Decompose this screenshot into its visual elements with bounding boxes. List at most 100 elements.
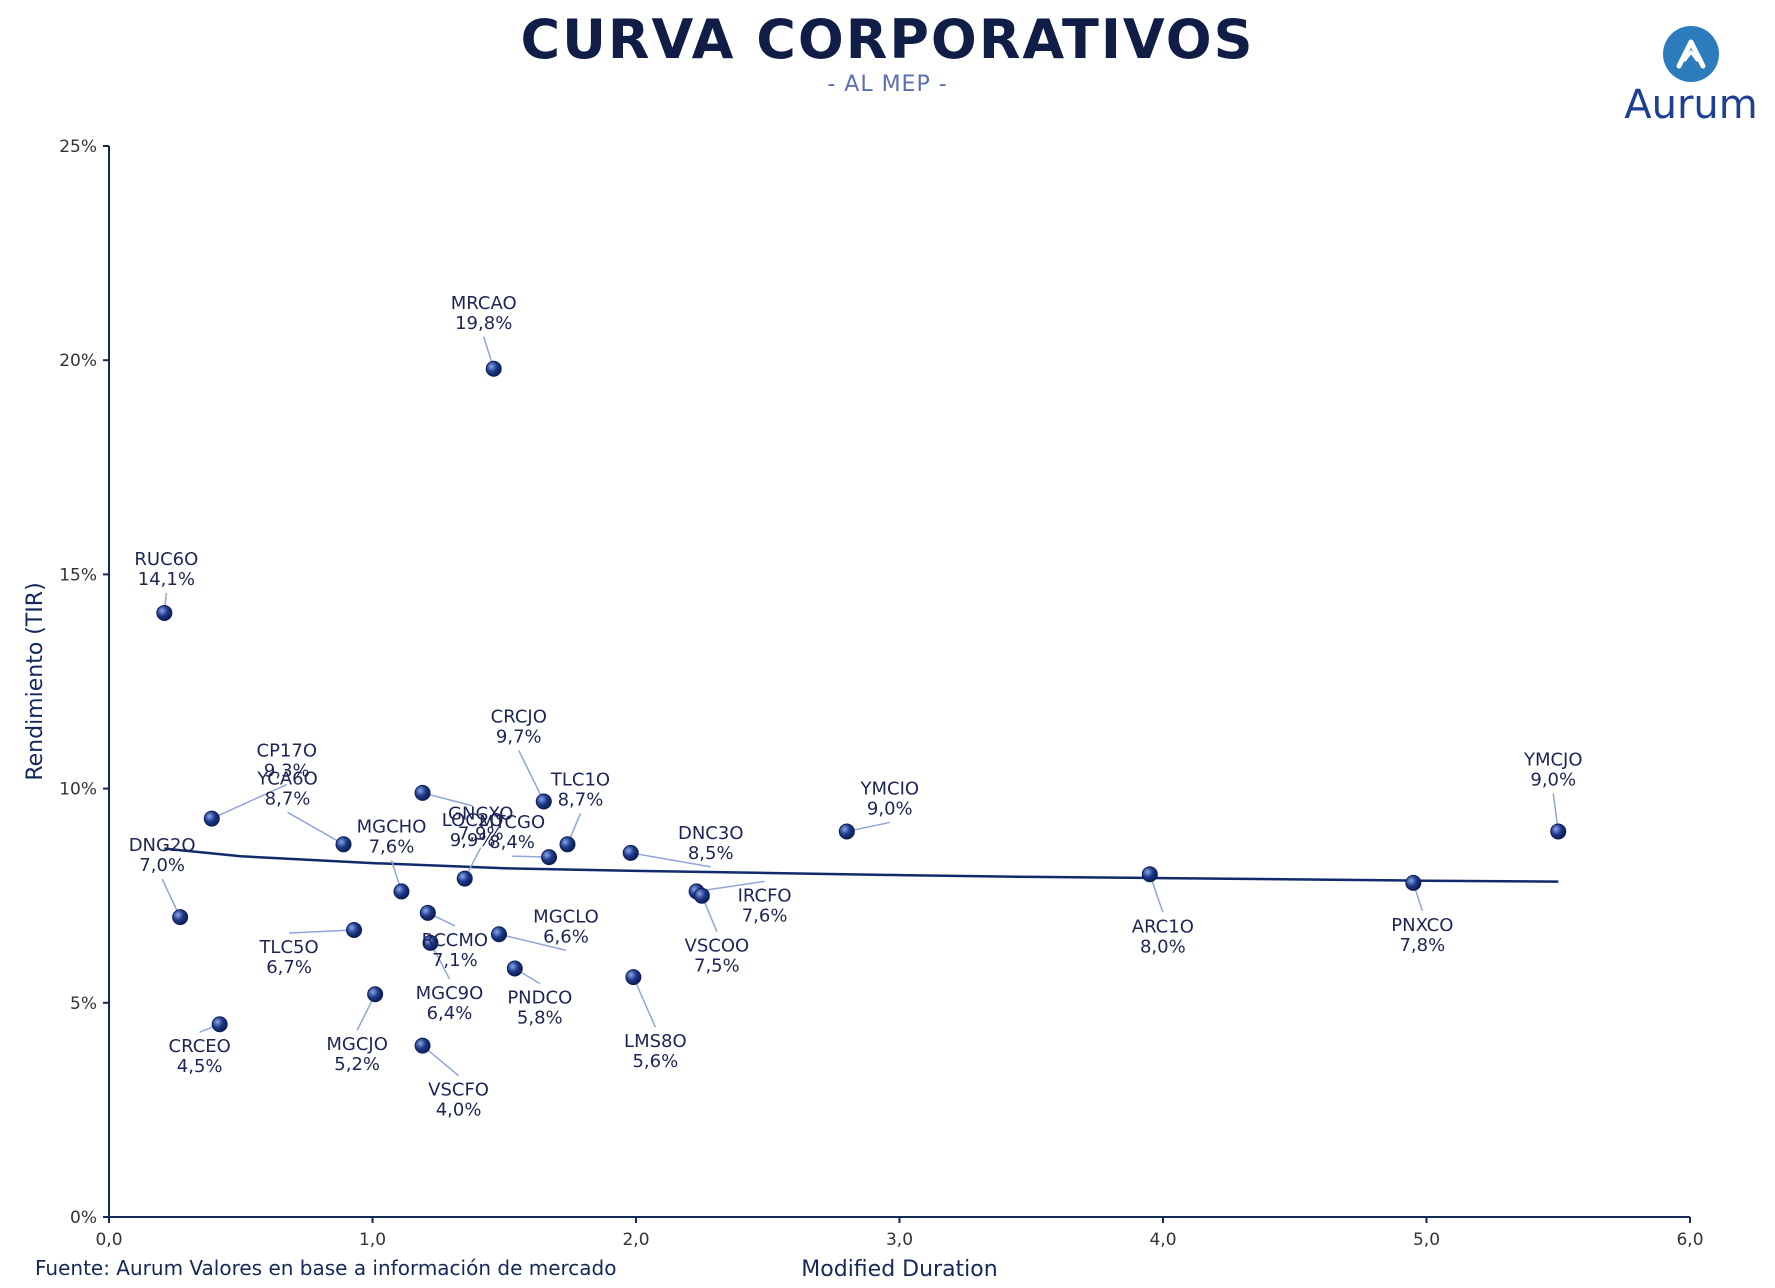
label-name-yca6o: YCA6O: [256, 768, 318, 789]
label-value-mgc9o: 6,4%: [427, 1003, 473, 1024]
x-tick-label: 2,0: [622, 1230, 649, 1250]
label-name-mgcjo: MGCJO: [326, 1034, 388, 1055]
point-vscoo[interactable]: [693, 887, 710, 904]
point-mgcjo[interactable]: [367, 986, 384, 1003]
point-crceo[interactable]: [211, 1016, 228, 1033]
point-dnc3o[interactable]: [622, 844, 639, 861]
point-mtcgo[interactable]: [541, 849, 558, 866]
label-value-gncxo: 7,9%: [458, 824, 504, 845]
label-name-mrcao: MRCAO: [451, 293, 517, 314]
label-value-cp17o: 9,3%: [264, 761, 310, 782]
label-value-mrcao: 19,8%: [455, 313, 512, 334]
point-gncxo[interactable]: [456, 870, 473, 887]
leader-dnc3o: [630, 852, 711, 868]
label-name-vscfo: VSCFO: [428, 1080, 489, 1101]
tick-labels: 0% 5% 10% 15% 20% 25% 0,0 1,0 2,0 3,0 4,0 5,0 6,0: [59, 137, 1703, 1250]
chart-title: CURVA CORPORATIVOS: [520, 8, 1255, 71]
chart-subtitle: - AL MEP -: [827, 72, 948, 97]
x-tick-label: 1,0: [359, 1230, 386, 1250]
point-lms8o[interactable]: [625, 969, 642, 986]
label-value-ymcjo: 9,0%: [1530, 769, 1576, 790]
leader-lms8o: [632, 976, 657, 1028]
label-leaders: [161, 336, 1559, 1077]
leader-mgclo: [498, 933, 567, 951]
x-tick-label: 5,0: [1413, 1230, 1440, 1250]
point-ruc6o[interactable]: [156, 604, 173, 621]
x-axis-title: Modified Duration: [801, 1257, 997, 1282]
point-pndco[interactable]: [506, 960, 523, 977]
x-tick-label: 6,0: [1676, 1230, 1703, 1250]
point-mgclo[interactable]: [490, 926, 507, 943]
y-tick-label: 25%: [59, 137, 97, 157]
point-ymcio[interactable]: [838, 823, 855, 840]
label-value-ruc6o: 14,1%: [138, 569, 195, 590]
label-value-pnxco: 7,8%: [1399, 935, 1445, 956]
label-name-vscoo: VSCOO: [685, 936, 750, 957]
point-tlc5o[interactable]: [346, 921, 363, 938]
point-ymcjo[interactable]: [1550, 823, 1567, 840]
label-name-mgcho: MGCHO: [357, 816, 427, 837]
leader-cp17o: [211, 783, 288, 820]
label-value-yca6o: 8,7%: [265, 788, 311, 809]
point-loc2o[interactable]: [414, 784, 431, 801]
point-arc1o[interactable]: [1141, 866, 1158, 883]
x-tick-label: 3,0: [886, 1230, 913, 1250]
leader-tlc5o: [289, 929, 355, 934]
label-name-loc2o: LOC2O: [442, 810, 504, 831]
label-value-mgclo: 6,6%: [543, 926, 589, 947]
label-value-crcjo: 9,7%: [496, 726, 542, 747]
label-value-vscoo: 7,5%: [694, 956, 740, 977]
label-value-vscfo: 4,0%: [436, 1100, 482, 1121]
x-tick-label: 0,0: [95, 1230, 122, 1250]
point-cp17o[interactable]: [203, 810, 220, 827]
trendline: [164, 847, 1559, 883]
y-tick-label: 5%: [70, 994, 97, 1014]
point-tlc1o[interactable]: [559, 836, 576, 853]
aurum-logo-icon: [1663, 26, 1719, 82]
point-vscfo[interactable]: [414, 1037, 431, 1054]
label-name-pndco: PNDCO: [507, 988, 572, 1009]
point-dng2o[interactable]: [172, 909, 189, 926]
label-name-ymcio: YMCIO: [860, 778, 920, 799]
trendline-path: [164, 847, 1559, 883]
y-tick-label: 20%: [59, 351, 97, 371]
y-axis-title: Rendimiento (TIR): [23, 582, 48, 780]
label-name-crceo: CRCEO: [169, 1036, 231, 1057]
point-mgcho[interactable]: [393, 883, 410, 900]
aurum-logo-wordmark: Aurum: [1624, 82, 1758, 128]
point-pnxco[interactable]: [1405, 874, 1422, 891]
source-note: Fuente: Aurum Valores en base a informac…: [35, 1256, 617, 1280]
label-name-gncxo: GNCXO: [448, 804, 513, 825]
data-labels: MRCAO19,8%RUC6O14,1%CP17O9,3%YCA6O8,7%DN…: [129, 293, 1583, 1121]
point-rccmo[interactable]: [419, 904, 436, 921]
data-points: [156, 360, 1567, 1054]
label-name-dng2o: DNG2O: [129, 835, 196, 856]
label-name-ymcjo: YMCJO: [1523, 749, 1583, 770]
label-value-dnc3o: 8,5%: [688, 843, 734, 864]
point-mrcao[interactable]: [485, 360, 502, 377]
point-mgc9o[interactable]: [422, 934, 439, 951]
label-value-rccmo: 7,1%: [432, 950, 478, 971]
label-value-mgcjo: 5,2%: [334, 1054, 380, 1075]
label-name-dnc3o: DNC3O: [678, 823, 744, 844]
point-yca6o[interactable]: [335, 836, 352, 853]
label-value-mtcgo: 8,4%: [489, 832, 535, 853]
y-tick-label: 15%: [59, 565, 97, 585]
label-name-lms8o: LMS8O: [624, 1031, 687, 1052]
leader-loc2o: [422, 792, 473, 807]
label-name-mtcgo: MTCGO: [479, 812, 545, 833]
label-value-ircfo: 7,6%: [742, 905, 788, 926]
label-value-ymcio: 9,0%: [867, 798, 913, 819]
label-name-ircfo: IRCFO: [738, 885, 792, 906]
label-value-dng2o: 7,0%: [139, 855, 185, 876]
point-crcjo[interactable]: [535, 793, 552, 810]
label-value-tlc1o: 8,7%: [558, 789, 604, 810]
leader-ircfo: [696, 880, 765, 893]
leader-crcjo: [518, 750, 545, 802]
label-name-ruc6o: RUC6O: [134, 549, 198, 570]
label-value-crceo: 4,5%: [177, 1056, 223, 1077]
label-name-tlc5o: TLC5O: [258, 937, 318, 958]
label-name-arc1o: ARC1O: [1132, 916, 1194, 937]
label-value-mgcho: 7,6%: [369, 836, 415, 857]
